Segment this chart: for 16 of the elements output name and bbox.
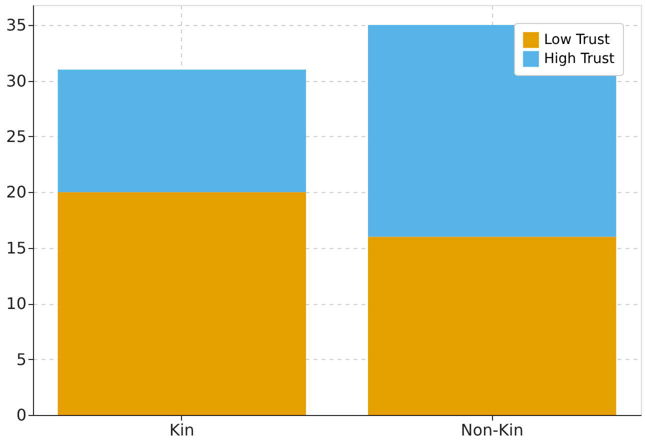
y-tick-label: 35 bbox=[6, 16, 26, 35]
y-tick-label: 30 bbox=[6, 71, 26, 90]
bar bbox=[368, 236, 616, 415]
legend-label: High Trust bbox=[544, 51, 616, 67]
bar bbox=[58, 70, 306, 192]
y-tick-label: 0 bbox=[16, 406, 26, 424]
y-tick-label: 25 bbox=[6, 126, 26, 146]
x-tick-label: Non-Kin bbox=[460, 420, 524, 440]
bar bbox=[58, 192, 306, 415]
y-tick-label: 15 bbox=[6, 238, 26, 258]
y-tick-label: 10 bbox=[6, 294, 26, 314]
bar bbox=[368, 25, 616, 237]
y-tick-label: 5 bbox=[16, 350, 26, 369]
legend-label: Low Trust bbox=[544, 32, 610, 48]
y-tick-label: 20 bbox=[6, 182, 26, 202]
x-tick-label: Kin bbox=[169, 420, 194, 440]
